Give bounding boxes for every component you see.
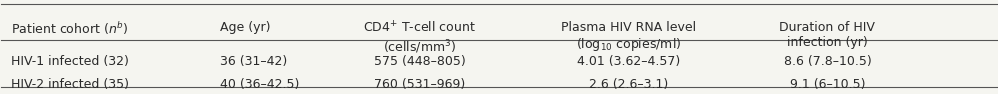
- Text: 4.01 (3.62–4.57): 4.01 (3.62–4.57): [577, 55, 680, 68]
- Text: 40 (36–42.5): 40 (36–42.5): [221, 78, 299, 91]
- Text: 2.6 (2.6–3.1): 2.6 (2.6–3.1): [589, 78, 668, 91]
- Text: 8.6 (7.8–10.5): 8.6 (7.8–10.5): [783, 55, 871, 68]
- Text: 760 (531–969): 760 (531–969): [374, 78, 465, 91]
- Text: Duration of HIV
infection (yr): Duration of HIV infection (yr): [779, 20, 875, 49]
- Text: 9.1 (6–10.5): 9.1 (6–10.5): [789, 78, 865, 91]
- Text: Patient cohort ($n^{b}$): Patient cohort ($n^{b}$): [11, 20, 129, 37]
- Text: CD4$^{+}$ T-cell count
(cells/mm$^{3}$): CD4$^{+}$ T-cell count (cells/mm$^{3}$): [363, 20, 476, 56]
- Text: Age (yr): Age (yr): [221, 20, 270, 33]
- Text: Plasma HIV RNA level
(log$_{10}$ copies/ml): Plasma HIV RNA level (log$_{10}$ copies/…: [561, 20, 696, 53]
- Text: 575 (448–805): 575 (448–805): [373, 55, 465, 68]
- Text: 36 (31–42): 36 (31–42): [221, 55, 287, 68]
- Text: HIV-2 infected (35): HIV-2 infected (35): [11, 78, 130, 91]
- Text: HIV-1 infected (32): HIV-1 infected (32): [11, 55, 129, 68]
